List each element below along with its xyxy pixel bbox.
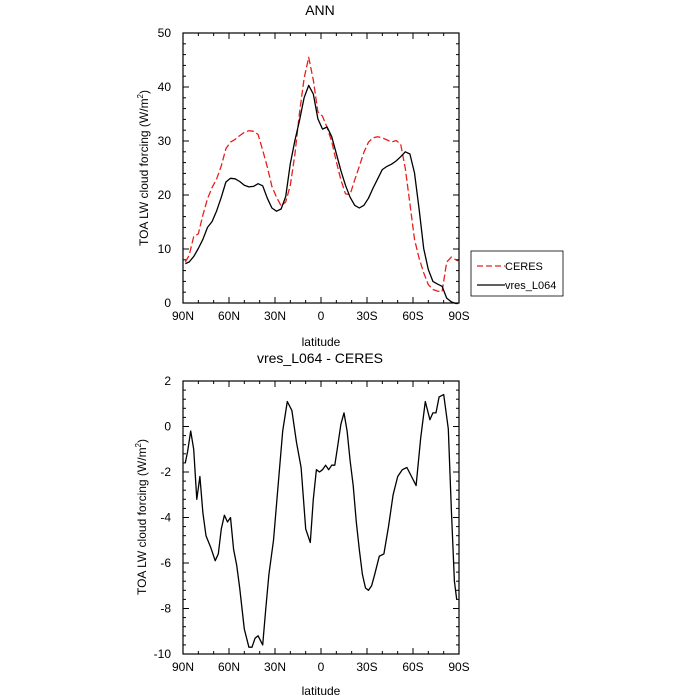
bottom-panel: vres_L064 - CERES 90N 60N 30N 0 30S 60S 90S -10… xyxy=(134,350,470,698)
bottom-y-axis-label-sup: 2 xyxy=(134,442,143,447)
legend-label-vres: vres_L064 xyxy=(505,280,556,292)
bottom-y-axis-label-main: TOA LW cloud forcing (W/m xyxy=(135,447,149,595)
bottom-x-tick-label: 90S xyxy=(448,660,469,674)
legend-box xyxy=(470,250,564,297)
legend-label-ceres: CERES xyxy=(505,261,543,273)
bottom-plot-area xyxy=(184,393,458,648)
legend: CERES vres_L064 xyxy=(470,250,564,297)
top-y-tick-label: 20 xyxy=(158,188,172,202)
top-y-tick-label: 40 xyxy=(158,80,172,94)
bottom-x-tick-label: 90N xyxy=(172,660,194,674)
bottom-series-line-difference xyxy=(184,393,458,648)
top-y-axis-label-end: ) xyxy=(137,90,151,94)
top-x-tick-label: 30N xyxy=(264,309,286,323)
top-plot-frame xyxy=(182,32,460,304)
top-y-tick-label: 10 xyxy=(158,242,172,256)
top-y-tick-label: 50 xyxy=(158,26,172,40)
top-x-tick-label: 0 xyxy=(318,309,325,323)
bottom-y-tick-label: 0 xyxy=(164,420,171,434)
top-y-tick-label: 0 xyxy=(164,296,171,310)
top-y-axis-label: TOA LW cloud forcing (W/m2) xyxy=(136,90,151,246)
bottom-y-tick-label: 2 xyxy=(164,374,171,388)
top-x-axis-label: latitude xyxy=(302,335,341,349)
bottom-x-axis-label: latitude xyxy=(302,684,341,698)
bottom-y-tick-label: -6 xyxy=(160,556,171,570)
bottom-y-axis-label: TOA LW cloud forcing (W/m2) xyxy=(134,439,149,595)
top-plot-area xyxy=(184,56,459,305)
bottom-chart-title: vres_L064 - CERES xyxy=(257,350,383,366)
bottom-y-tick-label: -8 xyxy=(160,602,171,616)
bottom-y-tick-label: -2 xyxy=(160,465,171,479)
top-x-tick-label: 60N xyxy=(218,309,240,323)
top-panel: ANN 90N 60N 30N 0 30S 60S 90S 0 10 20 30 40 50 latit… xyxy=(136,2,564,349)
top-series-line-vres-l064 xyxy=(185,84,459,305)
top-x-tick-label: 90S xyxy=(448,309,469,323)
top-ticks: 90N 60N 30N 0 30S 60S 90S 0 10 20 30 40 50 xyxy=(158,26,470,323)
bottom-x-tick-label: 0 xyxy=(318,660,325,674)
top-y-axis-label-sup: 2 xyxy=(136,93,145,98)
bottom-x-tick-label: 60S xyxy=(402,660,423,674)
bottom-x-tick-label: 60N xyxy=(218,660,240,674)
top-series-line-ceres xyxy=(184,56,459,293)
bottom-y-tick-label: -4 xyxy=(160,511,171,525)
top-y-tick-label: 30 xyxy=(158,134,172,148)
top-chart-title: ANN xyxy=(305,2,335,18)
top-x-tick-label: 60S xyxy=(402,309,423,323)
bottom-y-tick-label: -10 xyxy=(154,647,172,661)
top-x-tick-label: 30S xyxy=(356,309,377,323)
top-x-tick-label: 90N xyxy=(172,309,194,323)
bottom-y-axis-label-end: ) xyxy=(135,439,149,443)
top-y-axis-label-main: TOA LW cloud forcing (W/m xyxy=(137,98,151,246)
bottom-ticks: 90N 60N 30N 0 30S 60S 90S -10 -8 -6 -4 -2 0 2 xyxy=(154,374,470,674)
bottom-x-tick-label: 30S xyxy=(356,660,377,674)
bottom-x-tick-label: 30N xyxy=(264,660,286,674)
